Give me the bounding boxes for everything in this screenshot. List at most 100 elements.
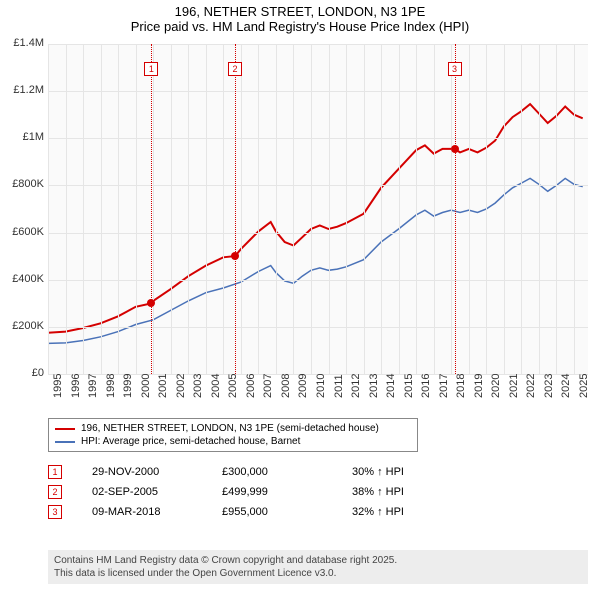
x-axis-label: 2015 [403, 374, 415, 398]
legend-swatch [55, 441, 75, 443]
y-axis-label: £200K [2, 320, 44, 332]
chart-area: £0£200K£400K£600K£800K£1M£1.2M£1.4M19951… [48, 44, 588, 374]
x-axis-label: 1998 [105, 374, 117, 398]
gridline-vertical [48, 44, 49, 374]
gridline-vertical [311, 44, 312, 374]
gridline-vertical [188, 44, 189, 374]
event-marker-box: 1 [144, 62, 158, 76]
x-axis-label: 2005 [227, 374, 239, 398]
gridline-vertical [381, 44, 382, 374]
gridline-vertical [346, 44, 347, 374]
gridline-vertical [276, 44, 277, 374]
event-price: £955,000 [222, 506, 322, 518]
title-subtitle: Price paid vs. HM Land Registry's House … [0, 19, 600, 34]
x-axis-label: 2019 [473, 374, 485, 398]
title-address: 196, NETHER STREET, LONDON, N3 1PE [0, 4, 600, 19]
gridline-horizontal [48, 91, 588, 92]
x-axis-label: 1995 [52, 374, 64, 398]
title-block: 196, NETHER STREET, LONDON, N3 1PE Price… [0, 0, 600, 36]
event-price: £300,000 [222, 466, 322, 478]
attribution-line2: This data is licensed under the Open Gov… [54, 567, 582, 580]
event-marker-box: 3 [448, 62, 462, 76]
x-axis-label: 2011 [333, 374, 345, 398]
gridline-vertical [206, 44, 207, 374]
legend-label: 196, NETHER STREET, LONDON, N3 1PE (semi… [81, 423, 379, 434]
gridline-vertical [241, 44, 242, 374]
gridline-vertical [329, 44, 330, 374]
gridline-horizontal [48, 327, 588, 328]
gridline-vertical [556, 44, 557, 374]
gridline-vertical [434, 44, 435, 374]
event-marker-line [235, 44, 236, 374]
gridline-vertical [136, 44, 137, 374]
gridline-vertical [171, 44, 172, 374]
event-date: 09-MAR-2018 [92, 506, 192, 518]
gridline-vertical [153, 44, 154, 374]
gridline-vertical [504, 44, 505, 374]
event-price: £499,999 [222, 486, 322, 498]
x-axis-label: 2025 [578, 374, 590, 398]
x-axis-label: 2017 [438, 374, 450, 398]
x-axis-label: 2021 [508, 374, 520, 398]
event-pct: 30% ↑ HPI [352, 466, 452, 478]
gridline-vertical [293, 44, 294, 374]
event-marker-dot [147, 299, 155, 307]
event-marker-line [151, 44, 152, 374]
y-axis-label: £1M [2, 131, 44, 143]
event-marker-dot [451, 145, 459, 153]
x-axis-label: 2014 [385, 374, 397, 398]
gridline-vertical [118, 44, 119, 374]
gridline-vertical [574, 44, 575, 374]
gridline-vertical [258, 44, 259, 374]
x-axis-label: 2020 [490, 374, 502, 398]
attribution: Contains HM Land Registry data © Crown c… [48, 550, 588, 584]
x-axis-label: 2001 [157, 374, 169, 398]
event-date: 29-NOV-2000 [92, 466, 192, 478]
x-axis-label: 2008 [280, 374, 292, 398]
event-table-num: 1 [48, 465, 62, 479]
x-axis-label: 2002 [175, 374, 187, 398]
gridline-horizontal [48, 138, 588, 139]
x-axis-label: 2007 [262, 374, 274, 398]
legend-swatch [55, 428, 75, 430]
x-axis-label: 2023 [543, 374, 555, 398]
gridline-horizontal [48, 185, 588, 186]
gridline-vertical [101, 44, 102, 374]
series-line [48, 178, 583, 343]
gridline-horizontal [48, 233, 588, 234]
gridline-vertical [83, 44, 84, 374]
gridline-horizontal [48, 44, 588, 45]
event-date: 02-SEP-2005 [92, 486, 192, 498]
gridline-vertical [486, 44, 487, 374]
gridline-vertical [364, 44, 365, 374]
event-pct: 32% ↑ HPI [352, 506, 452, 518]
event-table-row: 202-SEP-2005£499,99938% ↑ HPI [48, 482, 452, 502]
y-axis-label: £400K [2, 273, 44, 285]
legend-row: HPI: Average price, semi-detached house,… [55, 435, 411, 448]
x-axis-label: 2000 [140, 374, 152, 398]
legend-label: HPI: Average price, semi-detached house,… [81, 436, 300, 447]
x-axis-label: 2013 [368, 374, 380, 398]
gridline-vertical [66, 44, 67, 374]
gridline-vertical [416, 44, 417, 374]
gridline-vertical [521, 44, 522, 374]
x-axis-label: 1999 [122, 374, 134, 398]
y-axis-label: £1.4M [2, 37, 44, 49]
chart-container: 196, NETHER STREET, LONDON, N3 1PE Price… [0, 0, 600, 590]
legend: 196, NETHER STREET, LONDON, N3 1PE (semi… [48, 418, 418, 452]
y-axis-label: £600K [2, 226, 44, 238]
x-axis-label: 2004 [210, 374, 222, 398]
x-axis-label: 2012 [350, 374, 362, 398]
gridline-vertical [539, 44, 540, 374]
gridline-vertical [469, 44, 470, 374]
y-axis-label: £1.2M [2, 84, 44, 96]
chart-svg [48, 44, 588, 374]
x-axis-label: 2010 [315, 374, 327, 398]
event-pct: 38% ↑ HPI [352, 486, 452, 498]
y-axis-label: £0 [2, 367, 44, 379]
gridline-vertical [399, 44, 400, 374]
event-table-num: 3 [48, 505, 62, 519]
x-axis-label: 2024 [560, 374, 572, 398]
x-axis-label: 2016 [420, 374, 432, 398]
x-axis-label: 2003 [192, 374, 204, 398]
